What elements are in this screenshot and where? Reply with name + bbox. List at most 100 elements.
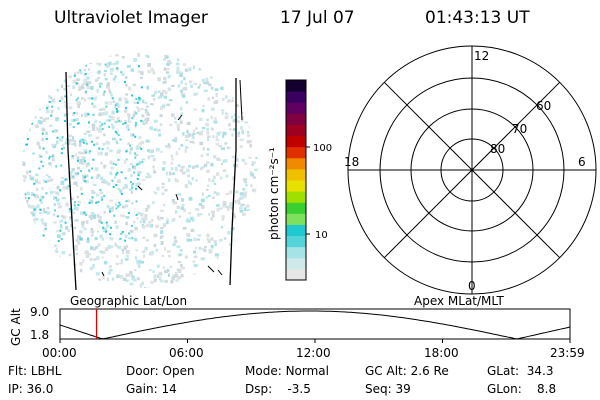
image-pixel: [115, 140, 119, 145]
image-pixel: [166, 103, 171, 107]
image-pixel-bright: [60, 152, 63, 155]
image-pixel: [195, 52, 199, 57]
image-pixel-bright: [128, 212, 131, 215]
image-pixel: [185, 134, 190, 138]
image-pixel: [233, 263, 237, 267]
image-pixel: [215, 204, 220, 207]
image-pixel-bright: [39, 208, 42, 211]
image-pixel: [205, 122, 209, 127]
colorbar-segment: [286, 224, 306, 237]
image-pixel: [117, 104, 121, 109]
image-pixel: [187, 180, 190, 184]
image-pixel: [77, 104, 80, 108]
image-pixel: [237, 131, 241, 135]
image-pixel-bright: [115, 183, 118, 186]
image-pixel: [240, 203, 243, 208]
image-pixel: [149, 126, 153, 130]
image-pixel: [49, 124, 53, 127]
image-pixel: [224, 112, 229, 115]
image-pixel: [179, 120, 183, 125]
image-pixel: [206, 153, 210, 156]
image-pixel: [153, 90, 157, 95]
image-pixel: [38, 108, 41, 111]
colorbar-segment: [286, 213, 306, 225]
image-pixel-bright: [42, 86, 45, 89]
image-pixel: [161, 254, 165, 257]
image-pixel: [149, 268, 152, 272]
image-pixel: [151, 201, 155, 204]
image-pixel: [103, 164, 106, 169]
image-pixel: [111, 110, 115, 114]
image-pixel: [248, 85, 253, 88]
image-pixel: [61, 232, 64, 236]
image-pixel: [115, 60, 119, 65]
image-pixel: [243, 111, 248, 114]
image-pixel: [49, 190, 53, 195]
image-pixel: [32, 286, 36, 288]
image-pixel: [47, 179, 51, 183]
image-pixel: [207, 194, 211, 197]
image-pixel: [51, 158, 56, 162]
image-pixel: [67, 279, 71, 283]
image-pixel: [125, 250, 130, 254]
image-pixel: [91, 123, 96, 128]
image-pixel: [46, 211, 50, 215]
image-pixel: [205, 64, 210, 69]
image-artifact: [175, 193, 179, 201]
image-pixel: [114, 244, 118, 247]
image-pixel: [184, 184, 188, 188]
image-pixel: [216, 267, 219, 270]
image-pixel: [208, 178, 211, 182]
image-pixel: [172, 274, 175, 277]
orbit-ytick-min: 1.8: [30, 328, 49, 342]
image-pixel: [76, 71, 79, 74]
image-pixel: [37, 54, 41, 57]
image-pixel: [26, 217, 29, 222]
image-pixel: [206, 188, 209, 191]
image-pixel: [249, 81, 253, 85]
image-pixel-bright: [116, 110, 119, 113]
image-pixel: [180, 264, 183, 268]
image-pixel: [235, 163, 239, 168]
image-pixel-bright: [115, 173, 118, 176]
image-pixel: [105, 84, 110, 89]
image-pixel: [144, 109, 148, 114]
image-pixel: [215, 143, 219, 146]
image-pixel: [38, 153, 41, 158]
image-pixel: [78, 143, 82, 147]
image-pixel-bright: [41, 132, 44, 135]
image-pixel: [233, 248, 237, 252]
image-pixel: [96, 88, 99, 93]
image-pixel: [154, 191, 158, 195]
image-pixel: [251, 211, 255, 215]
image-pixel: [255, 260, 258, 263]
image-pixel: [138, 161, 142, 165]
image-pixel: [55, 191, 60, 196]
image-pixel-bright: [114, 103, 117, 106]
image-pixel: [246, 246, 250, 250]
image-pixel: [257, 283, 258, 286]
image-pixel-bright: [29, 101, 32, 104]
image-pixel: [232, 264, 237, 268]
image-pixel: [229, 205, 232, 208]
image-pixel: [160, 241, 164, 245]
image-pixel: [156, 264, 160, 268]
image-pixel: [241, 159, 245, 162]
image-pixel: [135, 183, 139, 188]
image-pixel: [143, 217, 148, 221]
image-pixel: [253, 202, 257, 206]
image-pixel: [83, 53, 88, 56]
image-pixel: [121, 205, 126, 209]
image-pixel: [89, 97, 93, 100]
image-pixel: [124, 234, 128, 239]
image-pixel: [228, 123, 231, 127]
image-pixel: [232, 176, 235, 180]
image-pixel-bright: [99, 188, 102, 191]
image-pixel: [215, 95, 218, 98]
image-pixel: [163, 76, 167, 80]
image-pixel: [242, 252, 246, 255]
image-pixel: [93, 105, 97, 109]
image-pixel-bright: [124, 239, 127, 242]
image-pixel-bright: [112, 162, 115, 165]
image-pixel-bright: [53, 71, 56, 74]
